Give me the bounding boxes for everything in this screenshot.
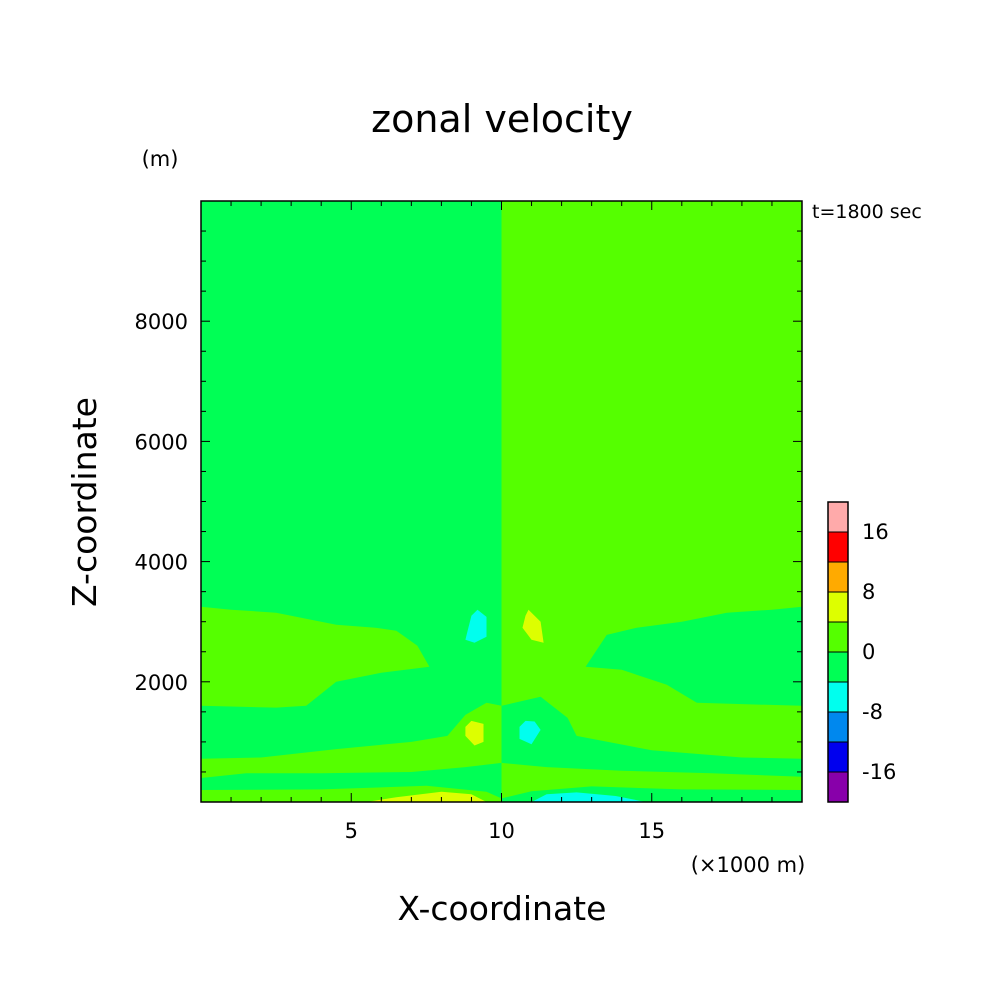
- contour-region-9: [531, 792, 646, 802]
- colorbar-swatch: [827, 621, 849, 653]
- colorbar-swatch: [827, 711, 849, 743]
- colorbar-tick-label: 0: [862, 640, 875, 664]
- colorbar-swatch: [827, 591, 849, 623]
- y-tick-label: 8000: [135, 310, 188, 334]
- colorbar-swatch: [827, 501, 849, 533]
- colorbar: 16 8 0 -8 -16: [827, 501, 896, 803]
- y-axis-ticks: 2000 4000 6000 8000: [135, 230, 802, 773]
- contour-region-2: [201, 606, 430, 708]
- colorbar-tick-label: -8: [862, 700, 883, 724]
- x-axis-ticks: 5 10 15: [230, 201, 773, 843]
- colorbar-frame: [827, 501, 849, 803]
- colorbar-swatch: [827, 681, 849, 713]
- colorbar-swatch: [827, 771, 849, 803]
- colorbar-swatch: [827, 651, 849, 683]
- contour-region-10: [465, 609, 487, 643]
- colorbar-tick-label: 8: [862, 580, 875, 604]
- y-tick-label: 6000: [135, 430, 188, 454]
- x-axis-label: X-coordinate: [398, 889, 607, 928]
- contour-region-6: [501, 696, 802, 777]
- y-axis-label: Z-coordinate: [65, 397, 104, 607]
- x-tick-label: 5: [345, 819, 358, 843]
- contour-region-5: [585, 606, 802, 706]
- time-label: t=1800 sec: [812, 201, 922, 223]
- contour-region-8: [366, 791, 487, 802]
- x-unit-label: (×1000 m): [691, 853, 806, 877]
- colorbar-swatch: [827, 561, 849, 593]
- contour-region-3: [201, 702, 502, 778]
- colorbar-swatch: [827, 741, 849, 773]
- y-tick-label: 4000: [135, 551, 188, 575]
- colorbar-tick-label: -16: [862, 760, 896, 784]
- x-tick-label: 10: [488, 819, 515, 843]
- contour-region-12: [465, 720, 484, 746]
- chart-title: zonal velocity: [371, 97, 633, 141]
- contour-region-13: [519, 720, 541, 745]
- contour-fill: [201, 201, 802, 802]
- colorbar-tick-label: 16: [862, 520, 889, 544]
- y-unit-label: (m): [142, 147, 179, 171]
- plot-frame: [200, 200, 803, 803]
- x-tick-label: 15: [638, 819, 665, 843]
- contour-region-0: [201, 201, 502, 802]
- contour-region-11: [522, 609, 544, 643]
- y-tick-label: 2000: [135, 671, 188, 695]
- colorbar-swatch: [827, 531, 849, 563]
